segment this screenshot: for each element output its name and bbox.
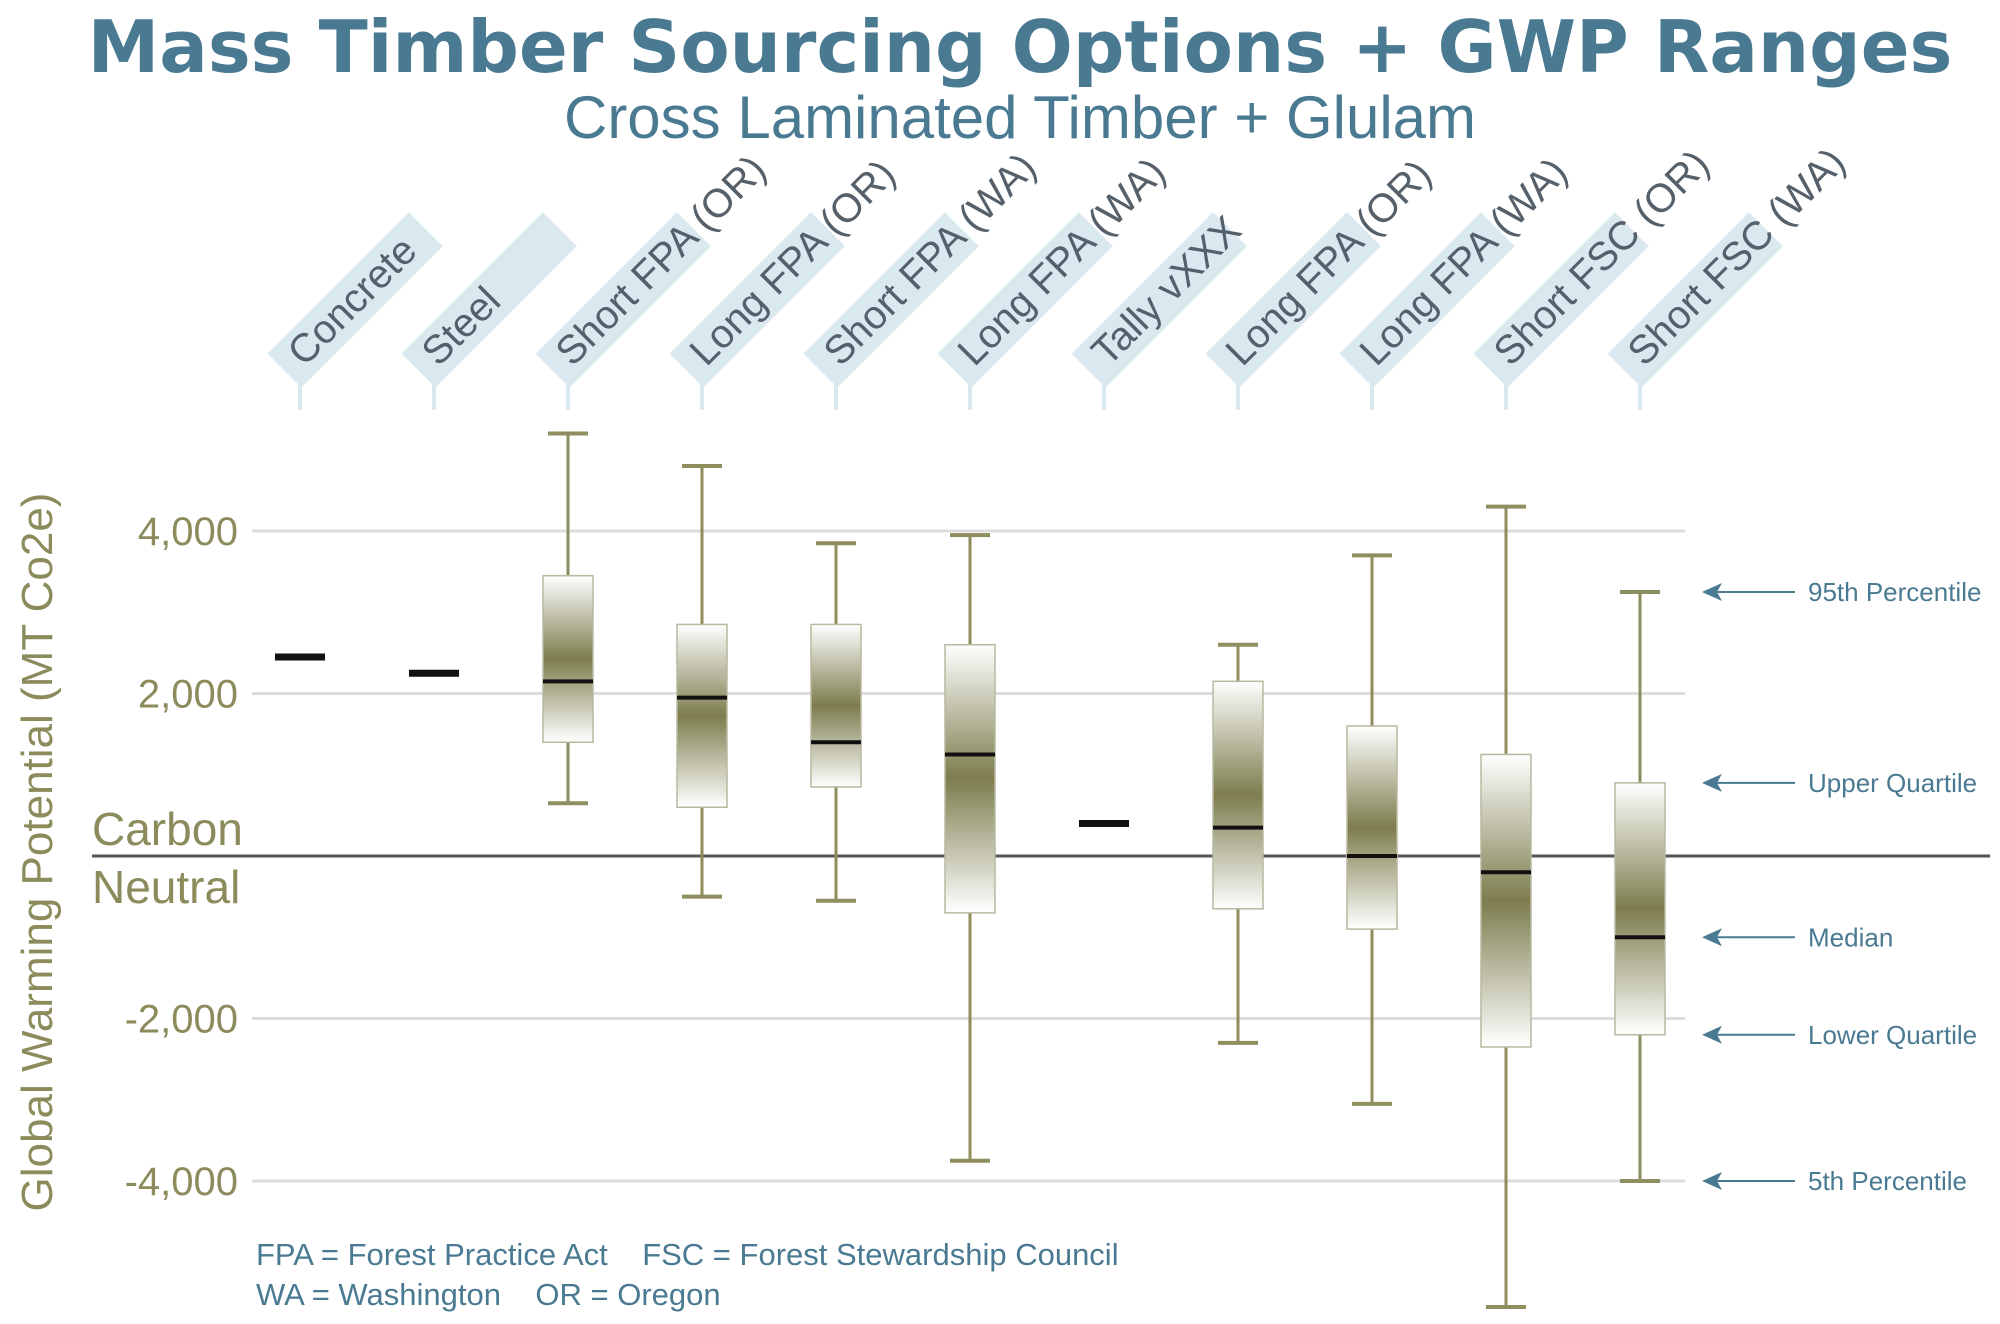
category-tab-bg-6 (1071, 212, 1247, 388)
y-tick-label-2: -2,000 (125, 998, 238, 1042)
data-marks (275, 431, 1666, 1309)
category-tab-bg-8 (1339, 212, 1515, 388)
legend-arrowhead-4 (1702, 1172, 1722, 1190)
y-tick-label-1: 2,000 (138, 673, 238, 717)
box-4 (810, 623, 862, 788)
carbon-neutral-line-group: Carbon Neutral (92, 803, 1990, 913)
chart-title: Mass Timber Sourcing Options + GWP Range… (88, 5, 1953, 89)
category-tab-bg-3 (669, 212, 845, 388)
chart-subtitle: Cross Laminated Timber + Glulam (564, 84, 1476, 151)
box-9 (1480, 753, 1532, 1048)
legend-label-1: Upper Quartile (1808, 768, 1977, 798)
legend-label-2: Median (1808, 922, 1893, 952)
category-tab-bg-10 (1607, 212, 1783, 388)
category-tab-bg-4 (803, 212, 979, 388)
legend: 95th Percentile Upper Quartile Median Lower… (1702, 577, 1981, 1196)
legend-arrowhead-2 (1702, 928, 1722, 947)
box-2 (542, 574, 594, 743)
legend-arrowhead-0 (1702, 582, 1722, 601)
box-5 (944, 644, 996, 914)
category-tab-9: Short FSC (OR) (1473, 142, 1718, 388)
carbon-neutral-label-line1: Carbon (92, 803, 243, 855)
legend-arrowhead-3 (1702, 1025, 1722, 1044)
box-10 (1614, 782, 1666, 1036)
y-axis-label: Global Warming Potential (MT Co2e) (13, 493, 62, 1212)
carbon-neutral-label-line2: Neutral (92, 861, 240, 913)
category-tab-bg-0 (267, 212, 443, 388)
box-3 (676, 623, 728, 808)
category-tab-2: Short FPA (OR) (535, 147, 775, 388)
y-tick-label-3: -4,000 (125, 1160, 238, 1204)
category-tab-bg-9 (1473, 212, 1649, 388)
category-tab-bg-5 (937, 212, 1113, 388)
box-8 (1346, 725, 1398, 930)
legend-label-0: 95th Percentile (1808, 577, 1981, 607)
category-tab-4: Short FPA (WA) (803, 145, 1045, 388)
category-tab-bg-7 (1205, 212, 1381, 388)
y-tick-labels: 4,000 2,000 -2,000 -4,000 (125, 510, 238, 1204)
y-tick-label-0: 4,000 (138, 510, 238, 554)
legend-label-4: 5th Percentile (1808, 1166, 1967, 1196)
note-line-2: WA = Washington OR = Oregon (256, 1277, 721, 1312)
note-line-1: FPA = Forest Practice Act FSC = Forest S… (256, 1237, 1119, 1272)
category-tab-bg-2 (535, 212, 711, 388)
legend-arrowhead-1 (1702, 773, 1722, 792)
legend-label-3: Lower Quartile (1808, 1020, 1977, 1050)
category-tab-bg-1 (401, 212, 577, 388)
category-tab-10: Short FSC (WA) (1607, 140, 1854, 388)
box-7 (1212, 680, 1264, 910)
